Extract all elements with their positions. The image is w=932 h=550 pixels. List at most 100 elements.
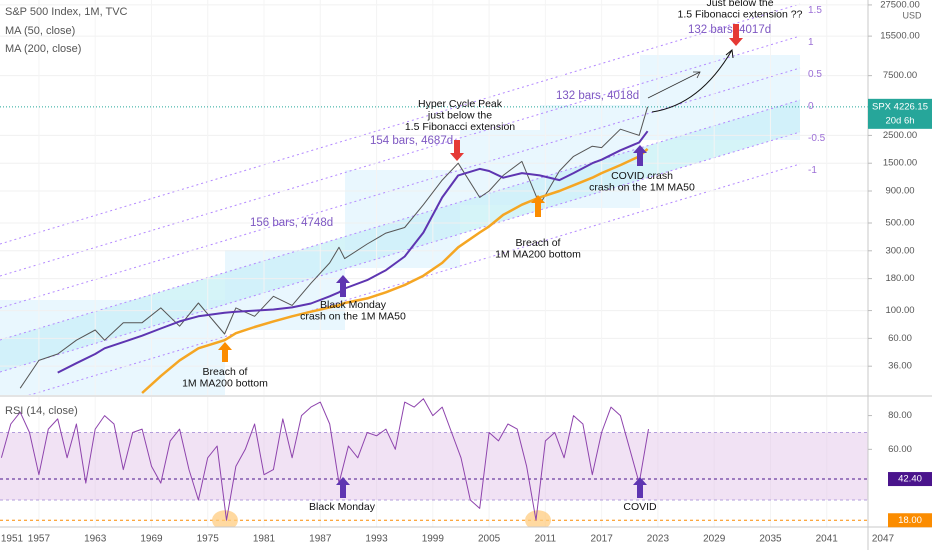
y-tick-label: 15500.00 — [880, 31, 920, 42]
annotation: Black Monday — [320, 299, 387, 311]
y-tick-label: 60.00 — [888, 444, 912, 455]
fib-label: 0 — [808, 101, 814, 112]
highlight-circle — [212, 510, 238, 527]
series-line — [57, 130, 649, 374]
ma50-legend: MA (50, close) — [5, 25, 75, 37]
annotation: Hyper Cycle Peak — [418, 98, 503, 110]
y-tick-label: 180.00 — [885, 273, 914, 284]
x-tick-label: 1981 — [253, 534, 276, 545]
ma200-legend: MA (200, close) — [5, 43, 81, 55]
annotation: COVID — [623, 501, 657, 513]
y-tick-label: 2500.00 — [883, 130, 917, 141]
arrow — [531, 195, 545, 217]
y-tick-label: 80.00 — [888, 410, 912, 421]
cycle-box — [640, 55, 800, 140]
price-pane — [0, 0, 868, 395]
highlight-circle — [525, 510, 551, 527]
x-tick-label: 2011 — [535, 534, 557, 545]
x-tick-label: 2017 — [591, 534, 614, 545]
arrow — [633, 477, 647, 498]
fib-label: 1.5 — [808, 5, 822, 16]
fib-label: 1 — [808, 37, 814, 48]
rsi-legend: RSI (14, close) — [5, 405, 78, 417]
level-label: 42.40 — [898, 474, 922, 485]
annotation: Breach of — [203, 366, 248, 378]
cycle-box — [460, 130, 540, 205]
y-tick-label: 36.00 — [888, 361, 912, 372]
annotation: just below the — [427, 109, 492, 121]
forecast-arrow — [651, 49, 733, 113]
symbol-title: S&P 500 Index, 1M, TVC — [5, 6, 128, 18]
annotation: 1M MA200 bottom — [495, 248, 581, 260]
annotation: 1M MA200 bottom — [182, 377, 268, 389]
fib-label: 0.5 — [808, 69, 822, 80]
overlay: 1.5 1 0.5 0 -0.5 -1 156 bars, 4748d 154 bars, 4… — [182, 0, 826, 513]
arrow — [633, 145, 647, 166]
currency: USD — [902, 10, 922, 20]
x-tick-label: 1963 — [84, 534, 107, 545]
series-line — [141, 147, 649, 394]
cycle-label: 132 bars, 4017d — [688, 24, 771, 36]
x-tick-label: 2023 — [647, 534, 670, 545]
series-line — [19, 106, 649, 389]
annotation: 1.5 Fibonacci extension — [405, 121, 515, 133]
arrow — [450, 140, 464, 161]
annotation: Black Monday — [309, 501, 376, 513]
fib-line — [0, 3, 801, 245]
rsi-band — [0, 432, 868, 500]
arrow — [218, 342, 232, 362]
fib-label: -0.5 — [808, 133, 826, 144]
level-label: 18.00 — [898, 515, 922, 526]
cycle-label: 154 bars, 4687d — [370, 135, 453, 147]
x-tick-label: 1969 — [140, 534, 163, 545]
y-tick-label: 1500.00 — [883, 158, 917, 169]
fib-label: -1 — [808, 165, 817, 176]
x-tick-label: 2005 — [478, 534, 501, 545]
annotation: Just below the — [706, 0, 773, 9]
annotation: crash on the 1M MA50 — [300, 310, 406, 322]
price-symbol: SPX — [872, 101, 892, 112]
channel-fill — [0, 100, 800, 372]
rsi-pane — [0, 397, 868, 527]
series-line — [0, 398, 649, 521]
fib-line — [0, 99, 801, 341]
arrow — [336, 477, 350, 498]
x-tick-label: 1993 — [365, 534, 388, 545]
x-tick-label: 1957 — [28, 534, 51, 545]
forecast-arrowhead — [725, 49, 734, 59]
level-tag — [888, 472, 932, 487]
annotation: COVID crash — [611, 170, 673, 182]
cycle-label: 156 bars, 4748d — [250, 217, 333, 229]
cycle-box — [225, 250, 345, 330]
y-tick-label: 900.00 — [885, 186, 914, 197]
x-tick-label: 1975 — [197, 534, 220, 545]
annotation: crash on the 1M MA50 — [589, 181, 695, 193]
price-tag — [868, 98, 932, 129]
x-tick-label: 2041 — [816, 534, 839, 545]
forecast-arrowhead — [693, 71, 701, 79]
level-tag — [888, 513, 932, 528]
forecast-arrow — [647, 71, 701, 99]
y-tick-label: 60.00 — [888, 333, 912, 344]
fib-line — [28, 163, 801, 395]
y-tick-label: 100.00 — [885, 305, 914, 316]
cycle-label: 132 bars, 4018d — [556, 90, 639, 102]
countdown: 20d 6h — [885, 115, 914, 126]
fib-line — [0, 131, 801, 373]
y-tick-label: 7500.00 — [883, 70, 917, 81]
arrow — [336, 275, 350, 297]
annotation: Breach of — [516, 237, 561, 249]
x-tick-label: 1951 — [1, 534, 24, 545]
price-value: 4226.15 — [894, 101, 928, 112]
arrow — [729, 24, 743, 46]
y-tick-label: 300.00 — [885, 245, 914, 256]
y-tick-label: 500.00 — [885, 218, 914, 229]
x-tick-label: 2029 — [703, 534, 726, 545]
annotation: 1.5 Fibonacci extension ?? — [678, 8, 803, 20]
x-tick-label: 1987 — [309, 534, 332, 545]
x-tick-label: 2035 — [759, 534, 782, 545]
x-tick-label: 1999 — [422, 534, 445, 545]
y-tick-label: 27500.00 — [880, 0, 920, 10]
